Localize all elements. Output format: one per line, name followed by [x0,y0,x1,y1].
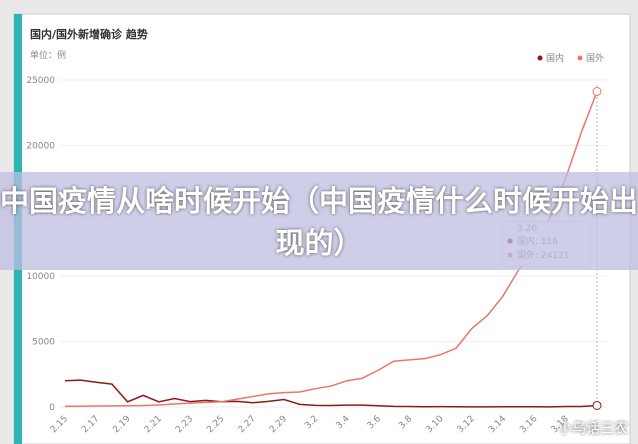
y-tick-label: 10000 [26,272,55,282]
watermark: 小乌话三农 [558,421,628,437]
y-tick-label: 20000 [26,141,55,151]
y-tick-label: 0 [49,403,55,413]
series-line [64,91,598,408]
y-tick-label: 5000 [32,338,55,348]
legend-swatch [577,55,583,61]
banner: 中国疫情从啥时候开始（中国疫情什么时候开始出现的） [0,172,638,270]
unit-label: 单位：例 [30,49,66,61]
legend-swatch [537,55,543,61]
series-line [64,379,598,408]
chart-title: 国内/国外新增确诊 趋势 [30,27,148,41]
legend-label: 国内 [546,52,564,64]
legend-label: 国外 [586,52,604,64]
hover-point [592,86,602,96]
hover-point [592,400,602,410]
y-tick-label: 25000 [26,76,55,86]
